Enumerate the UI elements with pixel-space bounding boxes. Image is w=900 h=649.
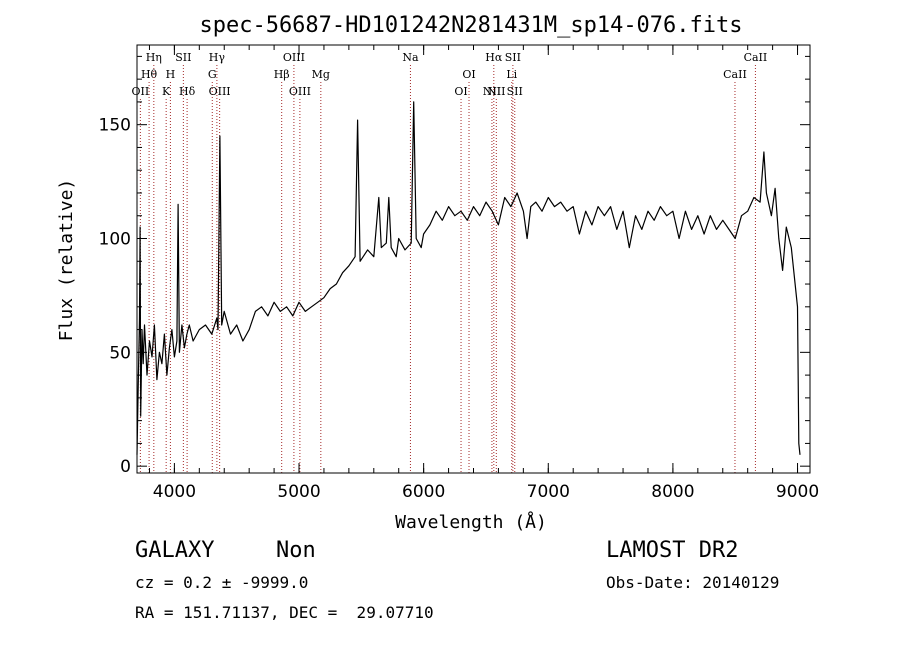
line-marker-label: Hη [146,51,162,64]
line-marker-label: G [208,68,217,81]
coordinates-text: RA = 151.71137, DEC = 29.07710 [135,603,434,622]
line-marker-label: SII [175,51,191,64]
line-marker-label: OI [462,68,475,81]
x-tick-label: 6000 [402,482,445,502]
line-marker-label: Mg [312,68,330,81]
line-marker-label: Hθ [141,68,158,81]
line-marker-label: OI [454,85,467,98]
line-marker-layer: OIIHθHηKHSIIHδGHγOIIIHβOIIIOIIIMgNaOIOIN… [132,51,768,473]
line-marker-label: SII [505,51,521,64]
y-tick-label: 150 [99,116,131,136]
object-subclass-label: Non [276,538,316,563]
line-marker-label: Hβ [274,68,290,81]
line-marker-label: OIII [289,85,311,98]
y-tick-label: 50 [109,343,131,363]
line-marker-label: Li [506,68,517,81]
axis-tick-layer: 4000 5000 6000 7000 8000 9000 0 50 100 150 [99,45,819,502]
line-marker-label: NII [487,85,505,98]
line-marker-label: Hα [485,51,503,64]
obs-date-text: Obs-Date: 20140129 [606,573,780,592]
line-marker-label: CaII [723,68,747,81]
x-tick-label: 5000 [277,482,320,502]
line-marker-label: OIII [209,85,231,98]
object-class-label: GALAXY [135,538,215,563]
line-marker-label: K [162,85,171,98]
survey-label: LAMOST DR2 [606,538,739,563]
line-marker-label: NII [483,85,501,98]
y-tick-label: 100 [99,230,131,250]
plot-frame [136,44,811,474]
line-marker-label: OII [132,85,150,98]
x-tick-label: 9000 [776,482,819,502]
y-axis-label: Flux (relative) [56,179,77,342]
line-marker-label: Hγ [209,51,226,64]
line-marker-label: Na [402,51,419,64]
x-tick-label: 7000 [527,482,570,502]
x-axis-label: Wavelength (Å) [395,511,547,533]
y-tick-label: 0 [120,457,131,477]
spectrum-series-line [136,101,801,455]
line-marker-label: SII [507,85,523,98]
line-marker-label: H [166,68,176,81]
line-marker-label: Hδ [179,85,196,98]
line-marker-label: CaII [744,51,768,64]
redshift-text: cz = 0.2 ± -9999.0 [135,573,309,592]
x-tick-label: 8000 [651,482,694,502]
line-marker-label: OIII [283,51,305,64]
x-tick-label: 4000 [153,482,196,502]
chart-title: spec-56687-HD101242N281431M_sp14-076.fit… [199,13,742,38]
